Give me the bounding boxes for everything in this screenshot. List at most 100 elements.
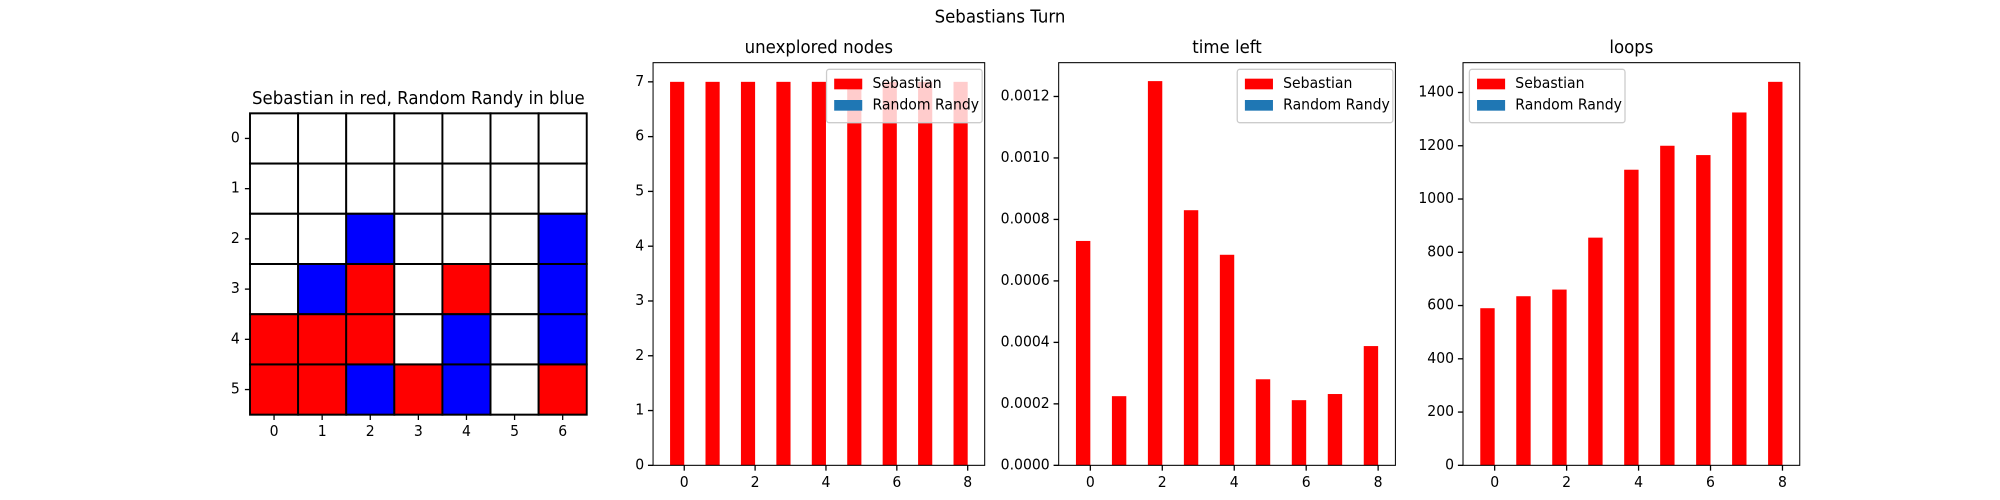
cell bbox=[393, 162, 444, 215]
bar bbox=[1075, 240, 1091, 466]
bar bbox=[1732, 112, 1747, 466]
bar bbox=[811, 81, 826, 466]
legend-box bbox=[1236, 68, 1394, 124]
x-tick-label: 4 bbox=[821, 474, 830, 490]
axes-frame bbox=[652, 62, 986, 466]
cell bbox=[345, 162, 396, 215]
cell bbox=[249, 363, 300, 416]
cell bbox=[489, 212, 540, 265]
y-tick-label: 0.0010 bbox=[1001, 150, 1050, 166]
bar bbox=[953, 81, 968, 466]
x-tick-label: 6 bbox=[558, 424, 567, 440]
bar bbox=[1183, 210, 1199, 466]
cell bbox=[297, 112, 348, 165]
x-tick-label: 6 bbox=[1302, 474, 1311, 490]
x-tick-label: 2 bbox=[1562, 474, 1571, 490]
x-tick-label: 2 bbox=[1158, 474, 1167, 490]
y-tick-label: 0.0012 bbox=[1001, 88, 1050, 104]
bar bbox=[1516, 296, 1531, 466]
x-tick-label: 0 bbox=[1086, 474, 1095, 490]
y-tick-label: 3 bbox=[231, 281, 240, 297]
bar bbox=[1696, 155, 1711, 466]
y-tick-label: 4 bbox=[231, 331, 240, 347]
legend-swatch bbox=[1477, 78, 1506, 90]
y-tick-label: 0.0000 bbox=[1001, 457, 1050, 473]
y-tick-label: 0.0006 bbox=[1001, 273, 1050, 289]
bar bbox=[1291, 400, 1307, 466]
cell bbox=[297, 263, 348, 316]
chart-title: loops bbox=[1609, 37, 1653, 57]
cell bbox=[249, 162, 300, 215]
legend-label: Random Randy bbox=[1283, 97, 1390, 113]
bar bbox=[1552, 289, 1567, 466]
bar bbox=[705, 81, 720, 466]
y-tick-label: 800 bbox=[1427, 244, 1454, 260]
cell bbox=[345, 112, 396, 165]
cell bbox=[489, 363, 540, 416]
cell bbox=[345, 212, 396, 265]
y-tick-label: 1 bbox=[231, 180, 240, 196]
cell bbox=[537, 313, 588, 366]
bar bbox=[882, 81, 897, 466]
legend-label: Sebastian bbox=[1515, 76, 1584, 92]
cell bbox=[249, 112, 300, 165]
legend-label: Sebastian bbox=[872, 76, 941, 92]
y-tick-label: 400 bbox=[1427, 351, 1454, 367]
legend-box bbox=[825, 68, 983, 124]
bar bbox=[776, 81, 791, 466]
bar bbox=[1147, 81, 1163, 466]
y-tick-label: 200 bbox=[1427, 404, 1454, 420]
bar bbox=[918, 81, 933, 466]
x-tick-label: 2 bbox=[751, 474, 760, 490]
legend-swatch bbox=[1244, 78, 1273, 90]
y-tick-label: 0 bbox=[1445, 457, 1454, 473]
legend-label: Random Randy bbox=[1515, 97, 1622, 113]
bar bbox=[1327, 394, 1343, 466]
bar bbox=[1624, 169, 1639, 466]
x-tick-label: 0 bbox=[270, 424, 279, 440]
y-tick-label: 1200 bbox=[1418, 138, 1454, 154]
figure-title: Sebastians Turn bbox=[935, 6, 1066, 26]
y-tick-label: 4 bbox=[635, 238, 644, 254]
cell bbox=[249, 212, 300, 265]
cell bbox=[441, 112, 492, 165]
y-tick-label: 1400 bbox=[1418, 84, 1454, 100]
x-tick-label: 1 bbox=[318, 424, 327, 440]
cell bbox=[393, 263, 444, 316]
bar bbox=[1588, 237, 1603, 466]
cell bbox=[489, 263, 540, 316]
cell bbox=[537, 263, 588, 316]
y-tick-label: 0.0004 bbox=[1001, 334, 1050, 350]
x-tick-label: 8 bbox=[963, 474, 972, 490]
x-tick-label: 4 bbox=[462, 424, 471, 440]
bar bbox=[670, 81, 685, 466]
legend-label: Sebastian bbox=[1283, 76, 1352, 92]
x-tick-label: 4 bbox=[1634, 474, 1643, 490]
chart-title: unexplored nodes bbox=[745, 37, 893, 57]
chart-title: time left bbox=[1192, 37, 1262, 57]
x-tick-label: 0 bbox=[1490, 474, 1499, 490]
cell bbox=[345, 363, 396, 416]
y-tick-label: 0.0002 bbox=[1001, 396, 1050, 412]
cell bbox=[537, 162, 588, 215]
y-tick-label: 0.0008 bbox=[1001, 211, 1050, 227]
cell bbox=[537, 112, 588, 165]
y-tick-label: 6 bbox=[635, 128, 644, 144]
cell bbox=[249, 263, 300, 316]
bar bbox=[1363, 346, 1379, 466]
cell bbox=[441, 263, 492, 316]
legend-swatch bbox=[834, 78, 863, 90]
x-tick-label: 6 bbox=[1706, 474, 1715, 490]
cell bbox=[393, 112, 444, 165]
x-tick-label: 8 bbox=[1374, 474, 1383, 490]
chart-title: Sebastian in red, Random Randy in blue bbox=[252, 87, 585, 107]
y-tick-label: 2 bbox=[635, 348, 644, 364]
legend-box bbox=[1468, 68, 1626, 124]
cell bbox=[249, 313, 300, 366]
axes-frame bbox=[1058, 62, 1396, 466]
cell bbox=[393, 313, 444, 366]
cell bbox=[441, 162, 492, 215]
cell bbox=[297, 313, 348, 366]
